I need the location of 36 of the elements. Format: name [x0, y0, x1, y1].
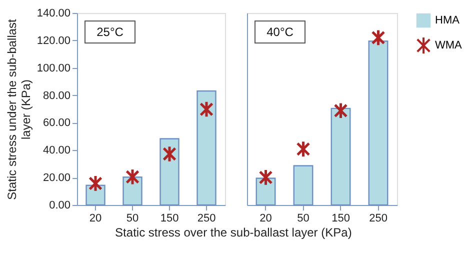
y-tick-label: 100.00	[36, 62, 70, 74]
point	[296, 140, 310, 158]
point	[258, 168, 273, 186]
x-tick-label: 250	[197, 212, 216, 224]
y-tick-label: 120.00	[36, 34, 70, 47]
text: 40°C	[266, 25, 294, 39]
y-tick-label: 0.00	[49, 200, 70, 212]
y-tick-label: 40.00	[42, 144, 70, 157]
x-tick-label: 50	[297, 212, 310, 224]
x-tick-label: 20	[89, 212, 102, 224]
bar	[196, 90, 216, 206]
bar	[122, 176, 142, 206]
y-tick-label: 140.00	[36, 8, 70, 20]
x-tick-label: 150	[332, 212, 350, 224]
point	[88, 174, 102, 192]
bar	[330, 108, 351, 206]
point	[126, 168, 140, 186]
point	[334, 102, 348, 120]
legend-label: WMA	[435, 40, 463, 52]
x-tick-label: 50	[126, 212, 139, 224]
y-tick-label: 20.00	[42, 172, 70, 184]
y-tick-label: 60.00	[42, 117, 70, 130]
point	[162, 145, 176, 163]
bar	[293, 165, 314, 206]
x-tick-label: 20	[260, 212, 272, 224]
x-tick-label: 250	[369, 212, 388, 224]
x-tick-label: 150	[160, 212, 179, 224]
point	[371, 29, 386, 46]
text: 25°C	[96, 25, 124, 39]
legend-label: HMA	[435, 14, 460, 26]
point	[200, 100, 214, 118]
y-axis-title: Static stress under the sub-ballast layer (KPa)	[4, 18, 33, 200]
bar	[368, 40, 388, 206]
y-tick-label: 80.00	[42, 90, 70, 102]
bar	[160, 138, 180, 206]
x-axis-title: Static stress over the sub-ballast layer (KPa)	[115, 226, 352, 240]
